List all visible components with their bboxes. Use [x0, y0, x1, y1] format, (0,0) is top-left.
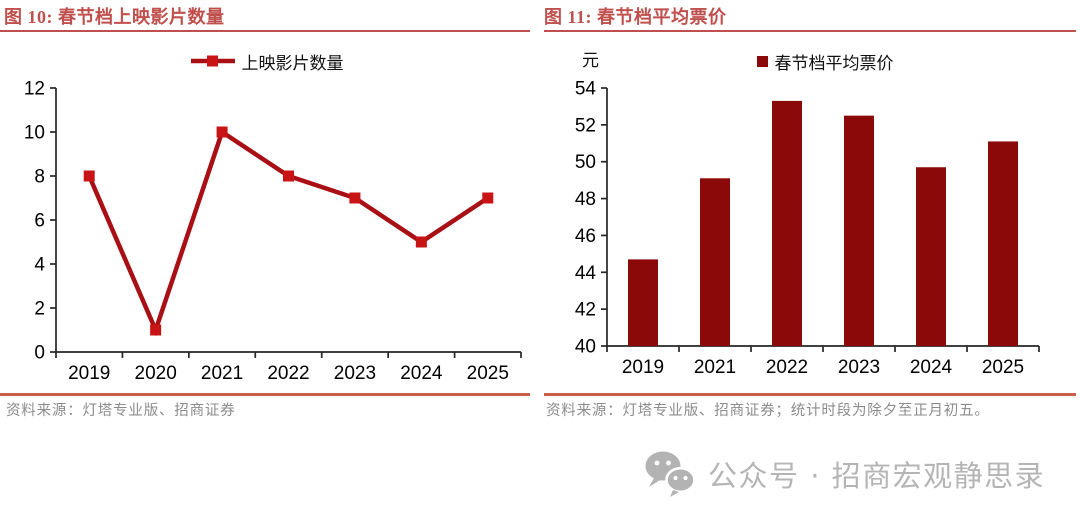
source-divider: [0, 393, 530, 396]
film-count-line-chart: 0 2 4 6 8 10 12 2019 2020 2021 2022 2023 2024 2025: [24, 79, 522, 384]
svg-text:8: 8: [34, 167, 45, 188]
svg-text:2019: 2019: [68, 363, 110, 384]
wechat-icon: [645, 451, 696, 497]
svg-text:2021: 2021: [694, 357, 736, 378]
svg-text:50: 50: [575, 152, 596, 173]
figure-panel-film-count: 图 10: 春节档上映影片数量 上映影片数量 0 2 4 6 8 10 12 2019 2020…: [0, 0, 530, 518]
watermark-text: 公众号 · 招商宏观静思录: [708, 459, 1046, 493]
svg-text:2021: 2021: [201, 363, 243, 384]
svg-text:54: 54: [575, 79, 597, 100]
svg-text:2023: 2023: [838, 357, 880, 378]
line-legend-sample-icon: [190, 55, 235, 67]
svg-text:2022: 2022: [766, 357, 808, 378]
svg-text:6: 6: [34, 211, 45, 232]
title-underline: [0, 30, 530, 32]
legend: 春节档平均票价: [544, 51, 1076, 73]
svg-text:4: 4: [34, 255, 45, 276]
svg-text:42: 42: [575, 300, 596, 321]
svg-text:2023: 2023: [334, 363, 376, 384]
source-note: 资料来源：灯塔专业版、招商证券；统计时段为除夕至正月初五。: [546, 403, 990, 419]
svg-text:10: 10: [24, 123, 45, 144]
legend-label: 上映影片数量: [241, 53, 344, 73]
figure-title: 图 11: 春节档平均票价: [544, 7, 727, 27]
figure-panel-avg-ticket-price: 图 11: 春节档平均票价 元 春节档平均票价 40 42 44 46 48 50 52 54…: [544, 0, 1076, 518]
svg-text:48: 48: [575, 189, 596, 210]
source-note: 资料来源：灯塔专业版、招商证券: [6, 403, 236, 419]
watermark: 公众号 · 招商宏观静思录: [644, 450, 1045, 498]
svg-text:2025: 2025: [982, 357, 1024, 378]
svg-text:2024: 2024: [910, 357, 953, 378]
svg-text:2020: 2020: [135, 363, 177, 384]
svg-text:44: 44: [575, 263, 597, 284]
legend: 上映影片数量: [4, 51, 530, 73]
svg-text:52: 52: [575, 115, 596, 136]
source-divider: [544, 393, 1076, 396]
svg-text:2025: 2025: [467, 363, 509, 384]
svg-text:2024: 2024: [400, 363, 443, 384]
legend-label: 春节档平均票价: [774, 53, 894, 73]
title-underline: [544, 30, 1076, 32]
bar-legend-swatch-icon: [756, 55, 768, 67]
svg-text:2022: 2022: [267, 363, 309, 384]
avg-ticket-price-bar-chart: 40 42 44 46 48 50 52 54 2019 2021 2022 2023 2024 2025: [575, 79, 1040, 378]
svg-text:40: 40: [575, 337, 596, 358]
figure-title: 图 10: 春节档上映影片数量: [4, 7, 225, 27]
svg-text:12: 12: [24, 79, 45, 100]
svg-text:2: 2: [34, 299, 45, 320]
svg-text:0: 0: [34, 343, 45, 364]
y-axis-unit-label: 元: [582, 51, 599, 70]
svg-text:2019: 2019: [622, 357, 664, 378]
svg-text:46: 46: [575, 226, 596, 247]
